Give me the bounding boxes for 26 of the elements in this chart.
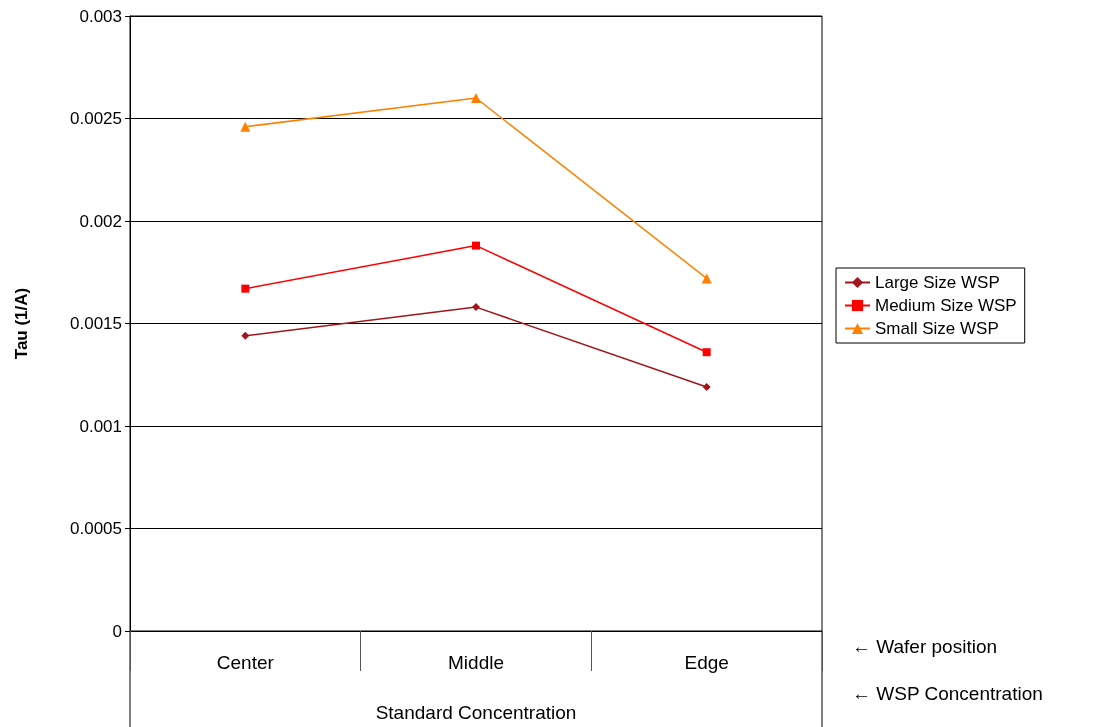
- y-tick-label: 0.0025: [70, 109, 122, 128]
- point: [240, 121, 251, 132]
- x-tick-label: Edge: [684, 652, 729, 673]
- y-tick-label: 0.0015: [70, 314, 122, 333]
- text: ← WSP Concentration: [852, 683, 1043, 704]
- point: [701, 273, 712, 284]
- point: [472, 241, 480, 250]
- x-tick-label: Middle: [448, 652, 504, 673]
- y-axis-title: Tau (1/A): [12, 287, 31, 360]
- y-tick-label: 0.002: [79, 211, 122, 231]
- point: [702, 348, 711, 357]
- x-tick-label: Center: [216, 652, 275, 673]
- text: ← Wafer position: [852, 636, 998, 657]
- legend-label: Small Size WSP: [875, 319, 999, 338]
- point: [471, 93, 481, 103]
- point: [702, 383, 711, 392]
- y-tick-label: 0.003: [79, 6, 122, 26]
- x-axis-title: Standard Concentration: [375, 702, 577, 723]
- point: [241, 284, 250, 293]
- y-tick-label: 0.0005: [70, 519, 122, 538]
- legend-label: Large Size WSP: [875, 273, 1000, 292]
- legend-label: Medium Size WSP: [875, 296, 1017, 315]
- y-tick-label: 0.001: [79, 416, 122, 436]
- y-tick-label: 0: [112, 621, 122, 641]
- point: [241, 331, 250, 340]
- point: [472, 303, 480, 312]
